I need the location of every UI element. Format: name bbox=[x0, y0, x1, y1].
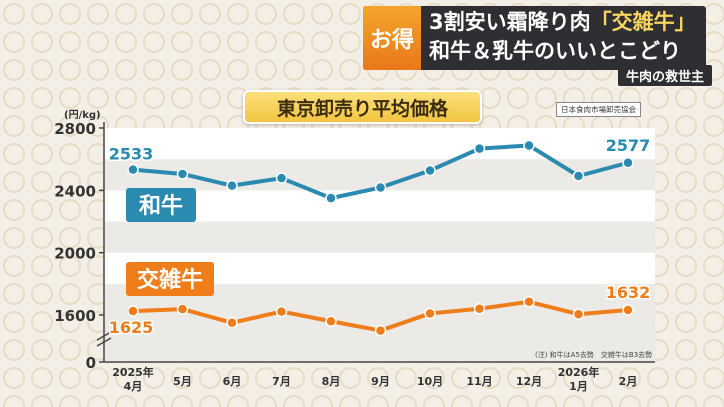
series-name-label: 和牛 bbox=[139, 193, 183, 219]
data-point bbox=[176, 168, 189, 180]
x-tick-label: 11月 bbox=[466, 375, 492, 388]
data-point bbox=[275, 172, 288, 184]
data-point bbox=[424, 307, 436, 320]
x-tick-label: 12月 bbox=[516, 375, 542, 388]
data-label-last: 2577 bbox=[606, 136, 651, 155]
data-point bbox=[523, 296, 535, 308]
caption-line-1-text: 3割安い霜降り肉 bbox=[429, 10, 591, 34]
chart-title: 東京卸売り平均価格 bbox=[243, 90, 482, 124]
axis-break-mark bbox=[96, 331, 112, 347]
x-tick-label: 2月 bbox=[619, 375, 638, 388]
y-tick-label: 0 bbox=[86, 354, 96, 372]
data-label-last: 1632 bbox=[606, 283, 651, 302]
data-point bbox=[226, 317, 238, 329]
series-label-box bbox=[126, 188, 196, 222]
data-point bbox=[572, 308, 585, 320]
source-note: 日本食肉市場卸売協会 bbox=[556, 102, 641, 117]
x-tick-label: 7月 bbox=[272, 375, 291, 388]
data-point bbox=[473, 303, 486, 315]
x-tick-label: 8月 bbox=[322, 375, 341, 388]
series-label-box bbox=[126, 262, 214, 296]
y-tick-label: 2400 bbox=[54, 182, 96, 200]
caption-subtitle: 牛肉の救世主 bbox=[617, 65, 712, 86]
data-point bbox=[325, 192, 337, 204]
caption-line-2: 和牛＆乳牛のいいとこどり bbox=[429, 39, 681, 63]
y-tick-label: 1600 bbox=[54, 307, 96, 325]
y-tick-label: 2000 bbox=[54, 245, 96, 263]
x-tick-label: 5月 bbox=[173, 375, 192, 388]
data-point bbox=[176, 303, 189, 315]
grid-band bbox=[104, 221, 655, 253]
data-label-first: 1625 bbox=[109, 318, 154, 337]
y-tick-label: 2800 bbox=[54, 120, 96, 138]
x-tick-label: 9月 bbox=[371, 375, 390, 388]
data-point bbox=[374, 181, 387, 194]
grid-band bbox=[104, 315, 655, 362]
x-tick-label: 10月 bbox=[417, 375, 443, 388]
caption-banner: お得 3割安い霜降り肉「交雑牛」 和牛＆乳牛のいいとこどり bbox=[363, 6, 706, 70]
data-point bbox=[473, 142, 486, 155]
data-point bbox=[226, 179, 238, 192]
series-name-label: 交雑牛 bbox=[137, 267, 203, 293]
x-tick-label: 2025年 4月 bbox=[112, 365, 154, 393]
data-point bbox=[374, 324, 387, 337]
data-point bbox=[127, 305, 139, 317]
data-label-first: 2533 bbox=[109, 145, 154, 164]
caption-tag: お得 bbox=[363, 6, 421, 70]
data-point bbox=[325, 315, 337, 327]
caption-line-1: 3割安い霜降り肉「交雑牛」 bbox=[429, 8, 696, 37]
data-point bbox=[127, 163, 139, 176]
y-unit-label: (円/kg) bbox=[64, 109, 101, 121]
data-point bbox=[424, 164, 436, 177]
data-point bbox=[572, 170, 585, 182]
data-point bbox=[275, 305, 288, 318]
x-tick-label: 2026年 1月 bbox=[558, 365, 600, 393]
data-point bbox=[523, 139, 535, 152]
chart-note: (注) 和牛はA5去勢 交雑牛はB3去勢 bbox=[535, 351, 653, 359]
data-point bbox=[622, 157, 634, 169]
data-point bbox=[622, 304, 634, 316]
caption-highlight: 「交雑牛」 bbox=[590, 10, 696, 34]
x-tick-label: 6月 bbox=[223, 375, 242, 388]
